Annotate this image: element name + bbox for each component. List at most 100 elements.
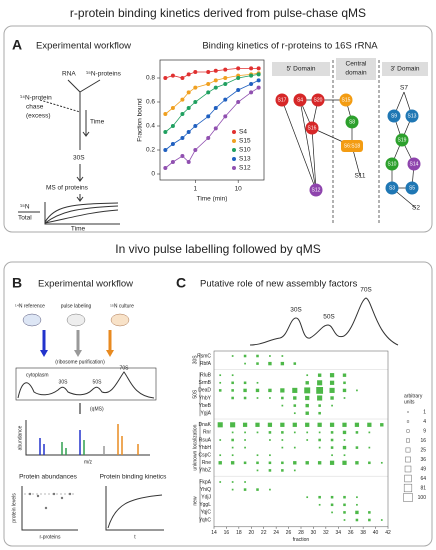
spot [380,519,383,521]
map-node [311,93,325,107]
x-tick-label: 40 [373,530,379,536]
spot [244,481,246,483]
row-label: RluB [200,373,212,379]
peak-label: 70S [360,287,372,294]
spot [342,422,347,427]
legend-label: 81 [420,485,426,491]
abundance-points [28,492,72,510]
spot [293,469,296,472]
spot [329,460,335,465]
spot [329,387,335,393]
map-header: 5' Domain [286,66,315,73]
spot [318,495,321,499]
spot [305,403,309,408]
legend-square [403,483,413,493]
spot [355,518,359,522]
map-node-label: S3 [389,185,395,191]
spot [231,431,234,434]
row-label: Rnr [203,430,211,436]
spot [269,397,271,399]
map-node [305,121,319,135]
spot [343,381,346,385]
data-point [236,100,241,104]
legend-label: 1 [423,409,426,415]
spot [269,355,271,357]
group-label: 30S [192,355,198,365]
wf-text: 30S [73,155,85,162]
spot [256,431,259,434]
spot [317,395,323,401]
b-text: ¹⁵N culture [110,303,134,309]
legend-square [407,411,409,413]
row-label: YggL [199,502,211,508]
spot [256,362,259,365]
flask [110,313,130,327]
panel-title: Putative role of new assembly factors [200,279,358,290]
data-point [206,136,211,140]
spot [218,389,222,392]
spot [368,446,371,449]
wf-lines [67,79,101,150]
matrix-frame [213,350,389,528]
spot [330,396,334,400]
wf-text: (excess) [26,113,51,120]
spot [330,495,334,499]
wf-text: RNA [62,71,76,78]
spot [318,438,321,442]
spot [342,445,347,450]
wf-text: MS of proteins [46,185,89,192]
chart-title: Binding kinetics of r-proteins to 16S rR… [202,41,378,52]
group-label: unknown localization [192,424,198,470]
row-label: Rne [202,460,211,466]
legend-marker [232,157,236,161]
wf-text: ¹⁴N-protein [20,95,52,102]
fit-line [165,72,259,115]
legend-label: S12 [239,165,251,172]
spot [242,422,248,427]
data-point [163,76,168,80]
section-title: In vivo pulse labelling followed by qMS [115,242,320,256]
data-point [186,106,191,110]
x-tick-label: 28 [298,530,304,536]
b-text: Protein binding kinetics [100,474,168,481]
row-label: RsmC [197,353,211,359]
spot [317,380,323,386]
spot [343,495,346,499]
spot [342,373,347,377]
spot [343,397,346,399]
spot [355,431,359,434]
legend-square [405,456,411,463]
b-text: abundance [17,425,23,450]
map-node-label: S14 [410,161,419,167]
spot [269,488,271,491]
data-point [163,130,168,134]
wf-text: chase [26,104,44,111]
spot [268,361,272,366]
spot [306,431,309,434]
spot [380,423,384,427]
kinetics-chart: 0 0.2 0.4 0.6 0.8 1 10 Time (min) Fraction bound… [137,59,265,203]
data-point [170,160,175,164]
y-tick-label: 0 [151,171,155,178]
b-text: r-proteins [39,534,61,540]
spot [255,388,260,393]
x-tick-label: 34 [336,530,342,536]
data-point [256,85,261,90]
spot [269,439,271,441]
b-text: 70S [120,365,130,371]
flask [66,313,86,327]
data-point [236,88,241,92]
b-text: protein levels [11,493,17,523]
spot [342,430,347,435]
arrow-gray-head [74,350,82,357]
b-text: cytoplasm [26,372,49,378]
spot [231,454,234,457]
spot [230,461,235,465]
map-node-label: S4 [297,97,303,103]
data-point [206,82,211,86]
spot [256,488,259,491]
spot [219,374,222,377]
spot [256,354,259,358]
map-header: Central [346,61,368,68]
x-tick-label: 24 [273,530,279,536]
